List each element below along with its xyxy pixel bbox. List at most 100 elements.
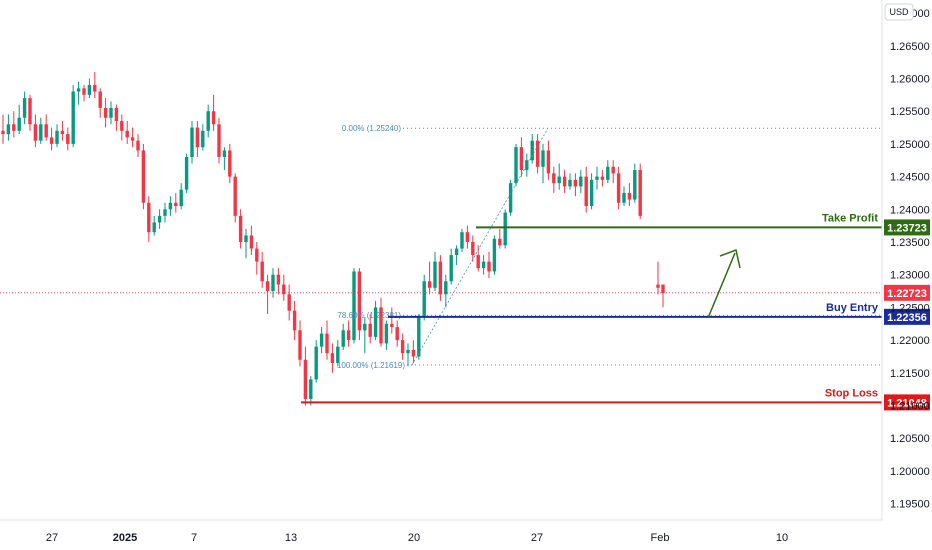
- candle-body[interactable]: [341, 330, 345, 347]
- candle-body[interactable]: [357, 271, 362, 331]
- candle-body[interactable]: [309, 379, 313, 399]
- candle-body[interactable]: [352, 271, 356, 341]
- candle-body[interactable]: [120, 121, 124, 131]
- time-axis[interactable]: 27 2025 7 13 20 27 Feb 10: [46, 532, 788, 544]
- candle-body[interactable]: [438, 261, 443, 295]
- candle-body[interactable]: [346, 330, 351, 341]
- candle-body[interactable]: [390, 323, 394, 328]
- candle-body[interactable]: [449, 255, 453, 282]
- candle-body[interactable]: [260, 261, 264, 282]
- candle-body[interactable]: [271, 274, 275, 292]
- candle-body[interactable]: [22, 98, 27, 118]
- candle-body[interactable]: [66, 134, 70, 144]
- candle-body[interactable]: [222, 150, 227, 157]
- candle-body[interactable]: [195, 127, 200, 148]
- candle-body[interactable]: [292, 310, 297, 331]
- candle-body[interactable]: [368, 323, 372, 337]
- candle-body[interactable]: [71, 91, 75, 144]
- candle-body[interactable]: [530, 140, 534, 161]
- candle-body[interactable]: [184, 156, 189, 190]
- candle-body[interactable]: [276, 274, 281, 285]
- candle-body[interactable]: [1, 130, 5, 135]
- candle-body[interactable]: [249, 235, 254, 249]
- candle-body[interactable]: [93, 85, 97, 92]
- candle-body[interactable]: [147, 202, 151, 233]
- candle-body[interactable]: [298, 330, 302, 360]
- candle-body[interactable]: [303, 359, 308, 399]
- candle-body[interactable]: [373, 307, 378, 337]
- candle-body[interactable]: [476, 255, 480, 269]
- candle-body[interactable]: [584, 176, 588, 207]
- candle-body[interactable]: [228, 150, 232, 177]
- candle-body[interactable]: [395, 327, 399, 341]
- candle-body[interactable]: [6, 124, 11, 135]
- candle-body[interactable]: [471, 242, 475, 256]
- candle-body[interactable]: [130, 137, 135, 141]
- candle-body[interactable]: [287, 294, 291, 311]
- candle-body[interactable]: [541, 150, 545, 167]
- candle-body[interactable]: [55, 130, 59, 144]
- candle-body[interactable]: [17, 117, 21, 131]
- candle-body[interactable]: [384, 323, 389, 344]
- candle-body[interactable]: [314, 346, 318, 380]
- candle-body[interactable]: [638, 170, 642, 216]
- candle-body[interactable]: [49, 137, 54, 144]
- candle-body[interactable]: [465, 232, 470, 243]
- candle-body[interactable]: [514, 147, 518, 184]
- candle-body[interactable]: [265, 281, 270, 292]
- candle-body[interactable]: [109, 107, 113, 118]
- candle-body[interactable]: [33, 124, 38, 141]
- candle-body[interactable]: [60, 130, 65, 135]
- level-price-badge[interactable]: [884, 394, 930, 411]
- candle-body[interactable]: [444, 281, 448, 295]
- candle-body[interactable]: [163, 209, 167, 216]
- candle-body[interactable]: [552, 173, 556, 184]
- candle-body[interactable]: [44, 124, 48, 138]
- candle-body[interactable]: [600, 176, 605, 180]
- candle-body[interactable]: [12, 124, 16, 131]
- candle-body[interactable]: [174, 202, 178, 207]
- candle-body[interactable]: [244, 235, 248, 243]
- candles[interactable]: [1, 71, 665, 406]
- candle-body[interactable]: [39, 124, 43, 141]
- candle-body[interactable]: [206, 111, 210, 131]
- candle-body[interactable]: [633, 170, 637, 200]
- candle-body[interactable]: [503, 212, 507, 246]
- candle-body[interactable]: [595, 176, 599, 180]
- candle-body[interactable]: [460, 232, 464, 249]
- candle-body[interactable]: [87, 85, 92, 95]
- candle-body[interactable]: [363, 323, 367, 331]
- candle-body[interactable]: [568, 179, 572, 187]
- candle-body[interactable]: [190, 127, 194, 157]
- candle-body[interactable]: [379, 307, 383, 344]
- candle-body[interactable]: [411, 349, 416, 357]
- candle-body[interactable]: [157, 215, 162, 223]
- candle-body[interactable]: [627, 192, 632, 200]
- candle-body[interactable]: [546, 150, 551, 174]
- candle-body[interactable]: [417, 317, 421, 357]
- candle-body[interactable]: [136, 140, 140, 151]
- candle-body[interactable]: [141, 150, 146, 203]
- candle-body[interactable]: [168, 202, 173, 210]
- level-price-badge[interactable]: [884, 219, 930, 236]
- candle-body[interactable]: [481, 261, 486, 269]
- last-price-badge[interactable]: [884, 284, 930, 301]
- candle-body[interactable]: [661, 284, 665, 294]
- candle-body[interactable]: [114, 107, 119, 122]
- candle-body[interactable]: [487, 261, 491, 272]
- candle-body[interactable]: [454, 248, 459, 256]
- candle-body[interactable]: [519, 147, 524, 171]
- candle-body[interactable]: [562, 176, 567, 187]
- candle-body[interactable]: [579, 176, 583, 187]
- candle-body[interactable]: [622, 192, 626, 203]
- candle-body[interactable]: [152, 222, 156, 233]
- candle-body[interactable]: [319, 333, 324, 347]
- candle-body[interactable]: [98, 91, 102, 108]
- candle-body[interactable]: [433, 261, 437, 288]
- candle-body[interactable]: [76, 88, 81, 92]
- candle-body[interactable]: [573, 179, 578, 187]
- candle-body[interactable]: [325, 333, 329, 354]
- candle-body[interactable]: [422, 281, 426, 318]
- candle-body[interactable]: [606, 166, 610, 180]
